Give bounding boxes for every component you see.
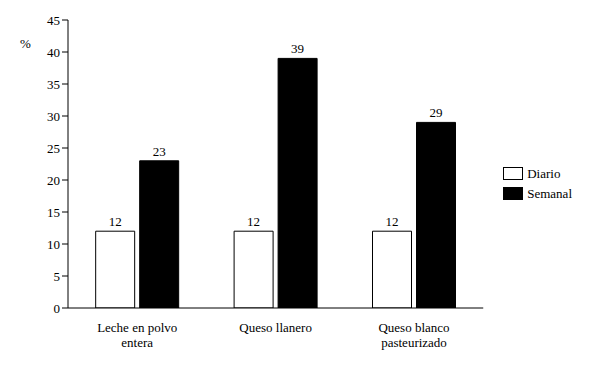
svg-text:23: 23 <box>153 144 166 159</box>
svg-text:12: 12 <box>386 214 399 229</box>
svg-text:25: 25 <box>47 141 60 156</box>
svg-text:12: 12 <box>109 214 122 229</box>
svg-text:35: 35 <box>47 77 60 92</box>
svg-text:29: 29 <box>430 105 443 120</box>
svg-text:20: 20 <box>47 173 60 188</box>
svg-text:45: 45 <box>47 13 60 28</box>
svg-text:40: 40 <box>47 45 60 60</box>
svg-text:Queso llanero: Queso llanero <box>239 320 312 335</box>
svg-text:0: 0 <box>54 301 61 316</box>
svg-text:39: 39 <box>291 41 304 56</box>
svg-text:Leche en polvoentera: Leche en polvoentera <box>97 320 177 350</box>
svg-text:Queso blancopasteurizado: Queso blancopasteurizado <box>378 320 449 350</box>
svg-text:30: 30 <box>47 109 60 124</box>
svg-text:15: 15 <box>47 205 60 220</box>
html-text:Diario: Diario <box>527 165 561 181</box>
svg-text:10: 10 <box>47 237 60 252</box>
svg-text:5: 5 <box>54 269 61 284</box>
svg-text:12: 12 <box>247 214 260 229</box>
svg-text:%: % <box>20 36 31 51</box>
html-text:Semanal: Semanal <box>527 185 572 201</box>
